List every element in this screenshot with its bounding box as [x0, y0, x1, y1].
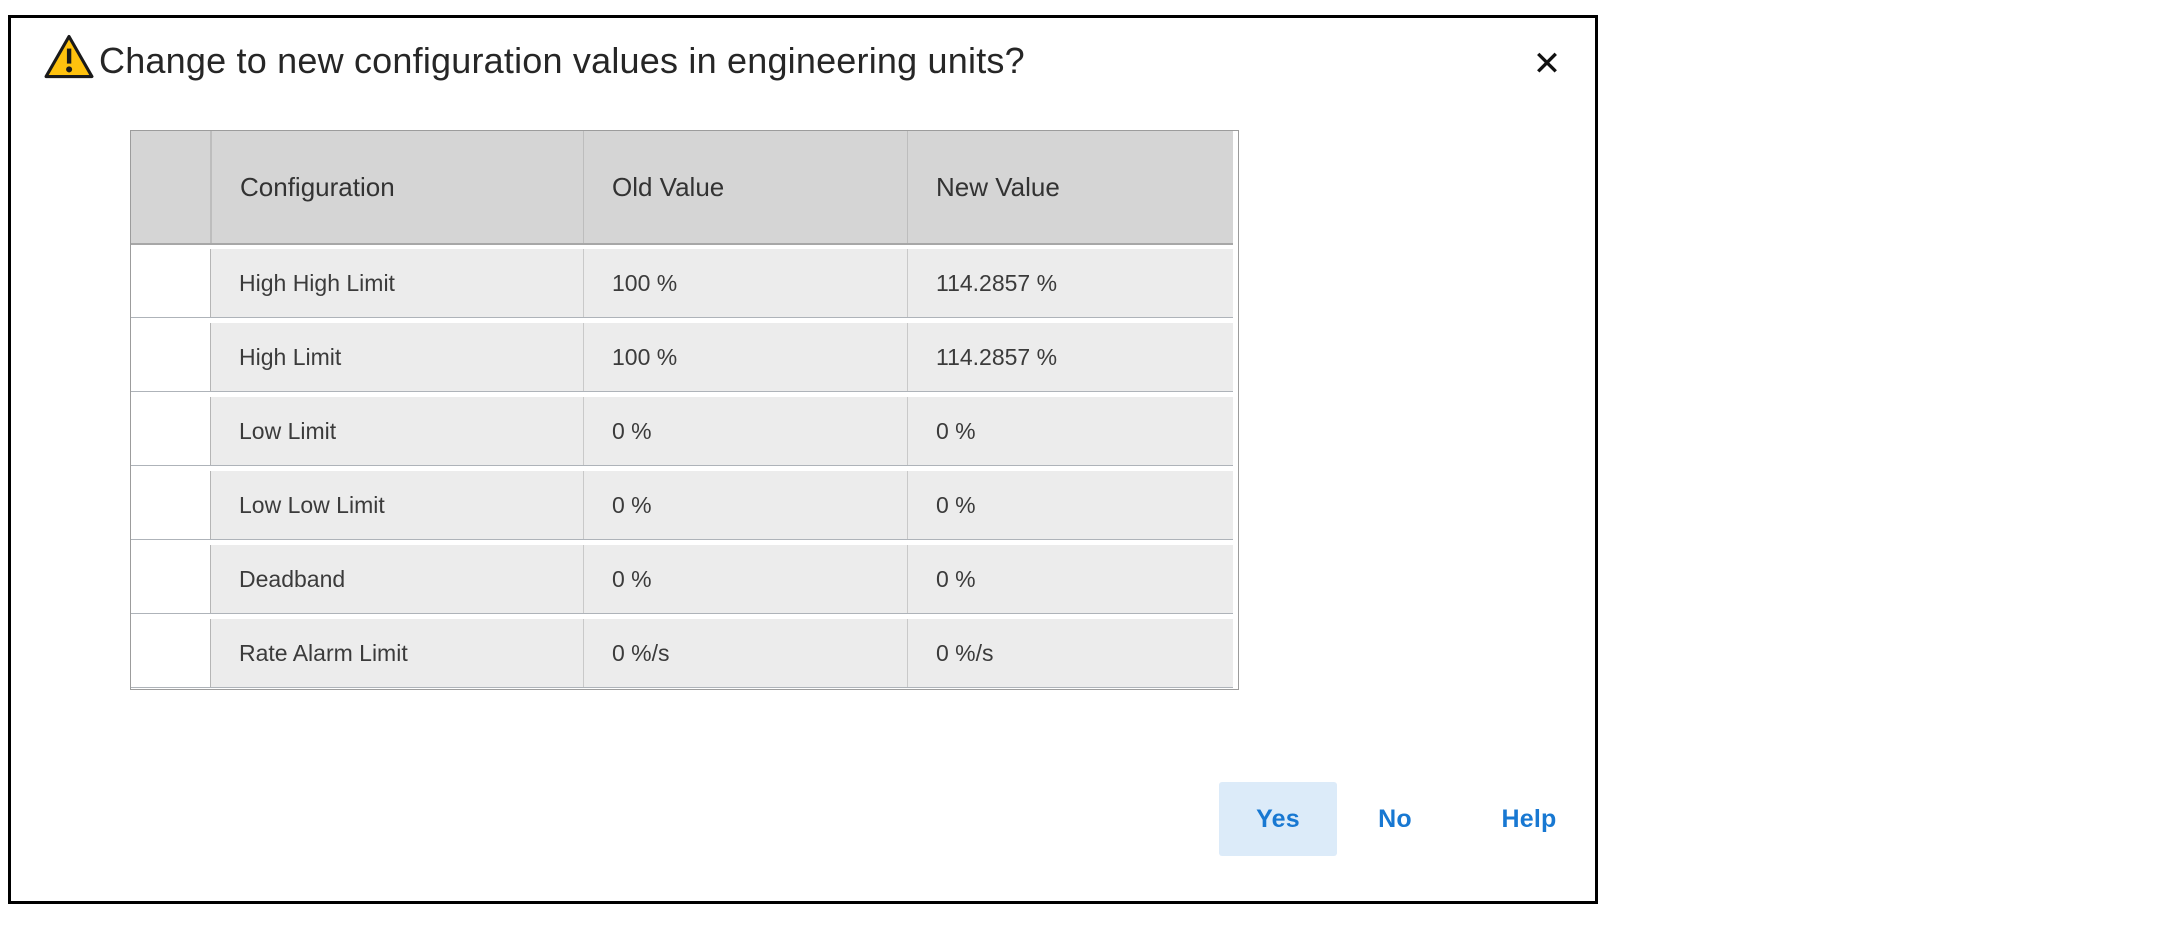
new-value-cell: 0 % [907, 471, 1233, 539]
table-row: Deadband 0 % 0 % [131, 545, 1233, 614]
old-value-cell: 0 % [583, 397, 907, 465]
config-name-cell: Deadband [239, 565, 346, 592]
row-selector-cell[interactable] [131, 323, 211, 391]
dialog-title: Change to new configuration values in en… [99, 40, 1025, 81]
column-header-old-value[interactable]: Old Value [583, 131, 907, 243]
new-value-cell: 114.2857 % [907, 323, 1233, 391]
config-name-cell: Low Limit [239, 417, 337, 444]
row-selector-cell[interactable] [131, 397, 211, 465]
new-value-cell: 0 %/s [907, 619, 1233, 687]
row-selector-cell[interactable] [131, 471, 211, 539]
row-selector-cell[interactable] [131, 249, 211, 317]
table-row: High Limit 100 % 114.2857 % [131, 323, 1233, 392]
table-header-row: Configuration Old Value New Value [131, 131, 1233, 245]
corner-header-cell [131, 131, 211, 243]
yes-button[interactable]: Yes [1219, 782, 1337, 856]
close-icon: ✕ [1532, 45, 1562, 83]
config-name-cell: High Limit [239, 343, 342, 370]
new-value-cell: 114.2857 % [907, 249, 1233, 317]
old-value-cell: 0 % [583, 545, 907, 613]
table-row: Low Low Limit 0 % 0 % [131, 471, 1233, 540]
warning-icon [44, 33, 94, 80]
help-button[interactable]: Help [1473, 782, 1585, 856]
column-header-new-value[interactable]: New Value [907, 131, 1233, 243]
old-value-cell: 100 % [583, 323, 907, 391]
row-selector-cell[interactable] [131, 619, 211, 687]
config-name-cell: High High Limit [239, 269, 395, 296]
old-value-cell: 100 % [583, 249, 907, 317]
close-button[interactable]: ✕ [1519, 36, 1575, 92]
new-value-cell: 0 % [907, 545, 1233, 613]
config-name-cell: Rate Alarm Limit [239, 639, 408, 666]
column-header-configuration[interactable]: Configuration [211, 131, 583, 243]
row-selector-cell[interactable] [131, 545, 211, 613]
old-value-cell: 0 % [583, 471, 907, 539]
configuration-table: Configuration Old Value New Value High H… [130, 130, 1239, 690]
table-row: High High Limit 100 % 114.2857 % [131, 249, 1233, 318]
new-value-cell: 0 % [907, 397, 1233, 465]
confirmation-dialog: Change to new configuration values in en… [8, 15, 1598, 904]
table-row: Low Limit 0 % 0 % [131, 397, 1233, 466]
no-button[interactable]: No [1353, 782, 1437, 856]
old-value-cell: 0 %/s [583, 619, 907, 687]
table-row: Rate Alarm Limit 0 %/s 0 %/s [131, 619, 1233, 688]
config-name-cell: Low Low Limit [239, 491, 385, 518]
